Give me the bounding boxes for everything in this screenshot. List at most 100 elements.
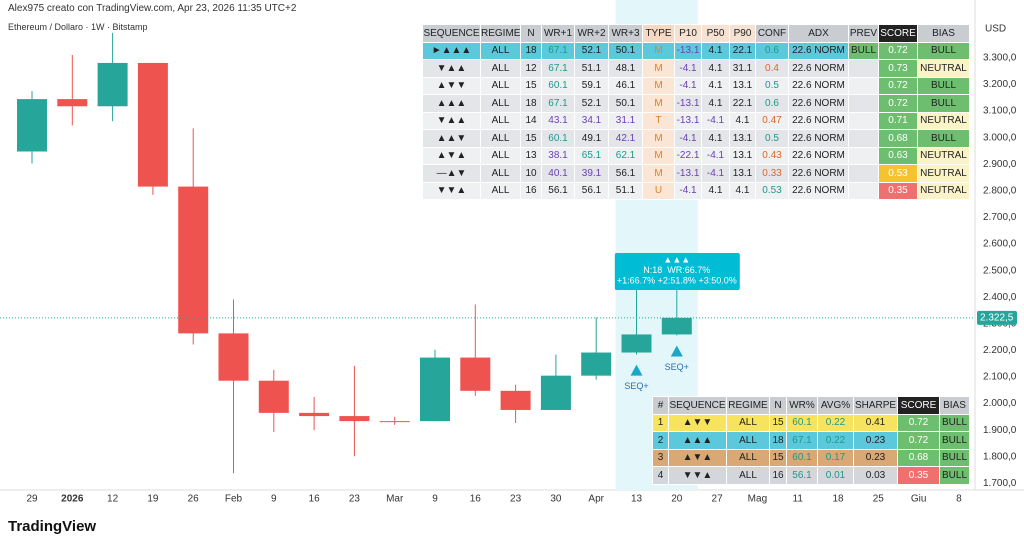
- table-cell: 15: [769, 413, 787, 432]
- table-cell: 0.03: [853, 466, 898, 485]
- table-cell: 4.1: [729, 111, 756, 130]
- candle-body: [540, 375, 571, 410]
- table-cell: 39.1: [574, 164, 609, 183]
- table-row: ►▲▲▲ ALL 18 67.1 52.1 50.1 M -13.1 4.1 22.1 0.6 22.…: [422, 41, 970, 60]
- table-cell: BULL: [848, 41, 879, 60]
- table-cell: 4.1: [701, 41, 730, 60]
- x-tick-label: 25: [873, 494, 885, 505]
- signal-table: SEQUENCE REGIME N WR+1 WR+2 WR+3 TYPE P10 P50 P90…: [422, 24, 970, 200]
- table-cell: 60.1: [786, 448, 818, 467]
- signal-label: SEQ+: [624, 381, 648, 391]
- table-cell: ALL: [726, 413, 770, 432]
- table-cell: 13.1: [729, 164, 756, 183]
- header-cell: BIAS: [939, 396, 970, 415]
- header-cell: BIAS: [917, 24, 970, 43]
- header-cell: AVG%: [817, 396, 854, 415]
- tooltip-text: N:18 WR:66.7%: [643, 265, 710, 275]
- table-cell: ►▲▲▲: [422, 41, 481, 60]
- table-cell: -4.1: [701, 146, 730, 165]
- table-cell: 15: [520, 129, 542, 148]
- table-cell: BULL: [939, 431, 970, 450]
- table-cell: 0.6: [755, 94, 789, 113]
- table-cell: 13.1: [729, 146, 756, 165]
- table-cell: ALL: [480, 146, 521, 165]
- table-cell: 46.1: [608, 76, 643, 95]
- y-tick-label: 2.700,0: [983, 212, 1017, 223]
- x-tick-label: 9: [271, 494, 277, 505]
- table-cell: ALL: [480, 111, 521, 130]
- table-row: ▼▼▲ ALL 16 56.1 56.1 51.1 U -4.1 4.1 4.1 0.53 22.6 …: [422, 181, 970, 200]
- table-cell: 60.1: [541, 76, 575, 95]
- candle-body: [460, 357, 491, 391]
- table-cell: 22.6 NORM: [788, 181, 849, 200]
- header-cell: SEQUENCE: [668, 396, 727, 415]
- table-cell: M: [642, 94, 675, 113]
- x-tick-label: 23: [349, 494, 361, 505]
- table-cell: ▲▲▼: [422, 129, 481, 148]
- candle-body: [57, 99, 88, 107]
- table-cell: BULL: [917, 41, 970, 60]
- table-cell: 65.1: [574, 146, 609, 165]
- table-cell: ALL: [480, 94, 521, 113]
- y-tick-label: 2.900,0: [983, 159, 1017, 170]
- table-cell: BULL: [917, 94, 970, 113]
- table-cell: ▼▲▲: [422, 59, 481, 78]
- table-cell: 0.73: [878, 59, 918, 78]
- header-cell: P50: [701, 24, 730, 43]
- currency: USD: [985, 24, 1006, 35]
- table-cell: 67.1: [541, 41, 575, 60]
- table-cell: 4.1: [701, 181, 730, 200]
- table-cell: 22.1: [729, 41, 756, 60]
- table-cell: NEUTRAL: [917, 181, 970, 200]
- table-cell: 22.6 NORM: [788, 111, 849, 130]
- table-cell: NEUTRAL: [917, 59, 970, 78]
- table-cell: 0.17: [817, 448, 854, 467]
- table-row: ▲▲▼ ALL 15 60.1 49.1 42.1 M -4.1 4.1 13.1 0.5 22.6 …: [422, 129, 970, 148]
- table-cell: [848, 146, 879, 165]
- table-cell: M: [642, 59, 675, 78]
- table-cell: 4.1: [701, 94, 730, 113]
- header-cell: WR+3: [608, 24, 643, 43]
- table-cell: 0.4: [755, 59, 789, 78]
- header-cell: ADX: [788, 24, 849, 43]
- table-row: —▲▼ ALL 10 40.1 39.1 56.1 M -13.1 -4.1 13.1 0.33 22…: [422, 164, 970, 183]
- header-cell: N: [520, 24, 542, 43]
- table-cell: 0.72: [897, 431, 940, 450]
- candle-body: [621, 334, 652, 353]
- table-cell: M: [642, 76, 675, 95]
- table-cell: 0.41: [853, 413, 898, 432]
- table-cell: 22.6 NORM: [788, 59, 849, 78]
- table-cell: 43.1: [541, 111, 575, 130]
- table-cell: 0.5: [755, 76, 789, 95]
- table-cell: BULL: [917, 129, 970, 148]
- table-cell: 62.1: [608, 146, 643, 165]
- table-cell: 34.1: [574, 111, 609, 130]
- x-tick-label: 16: [470, 494, 482, 505]
- table-cell: 18: [520, 41, 542, 60]
- table-cell: -4.1: [674, 59, 702, 78]
- table-cell: 0.72: [878, 76, 918, 95]
- table-cell: 13.1: [729, 76, 756, 95]
- table-cell: 38.1: [541, 146, 575, 165]
- table-cell: BULL: [939, 413, 970, 432]
- table-cell: 0.53: [755, 181, 789, 200]
- x-tick-label: 16: [309, 494, 321, 505]
- tooltip-text: +1:66.7% +2:51.8% +3:50.0%: [617, 275, 737, 285]
- table-cell: ▼▼▲: [668, 466, 727, 485]
- table-cell: [848, 129, 879, 148]
- table-cell: 67.1: [541, 94, 575, 113]
- table-cell: 15: [520, 76, 542, 95]
- table-row: ▼▲▲ ALL 14 43.1 34.1 31.1 T -13.1 -4.1 4.1 0.47 22.…: [422, 111, 970, 130]
- table-cell: 13.1: [729, 129, 756, 148]
- table-cell: 4.1: [701, 129, 730, 148]
- table-cell: -4.1: [701, 111, 730, 130]
- table-cell: 0.71: [878, 111, 918, 130]
- header-cell: SEQUENCE: [422, 24, 481, 43]
- table-cell: 2: [652, 431, 669, 450]
- table-row: 2 ▲▲▲ ALL 18 67.1 0.22 0.23 0.72 BULL: [652, 431, 970, 450]
- table-cell: M: [642, 129, 675, 148]
- table-cell: 48.1: [608, 59, 643, 78]
- x-tick-label: 26: [188, 494, 200, 505]
- candle-body: [218, 333, 249, 381]
- y-tick-label: 2.800,0: [983, 185, 1017, 196]
